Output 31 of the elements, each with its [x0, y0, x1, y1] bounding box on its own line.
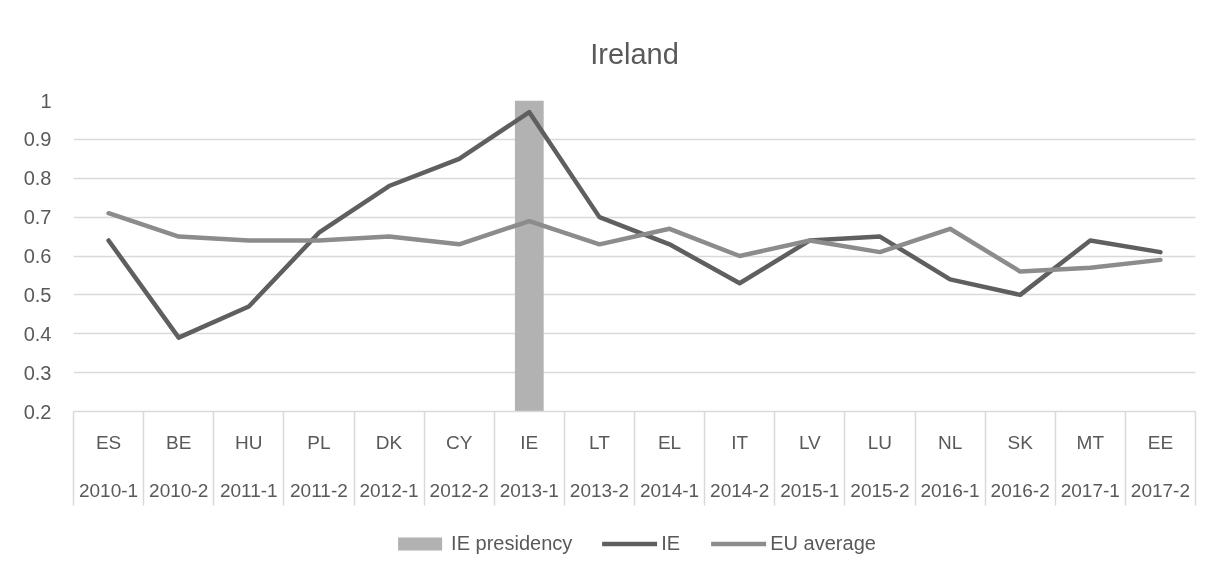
line-series: [106, 109, 1163, 340]
category-label: LU 2015-2: [850, 431, 910, 501]
category-label: IE 2013-1: [499, 431, 559, 501]
category-label: LT 2013-2: [569, 431, 630, 501]
y-tick-label: 0.8: [23, 167, 52, 190]
legend-label: EU average: [770, 531, 876, 555]
category-label: PL 2011-2: [290, 431, 348, 501]
y-tick-label: 0.5: [23, 283, 52, 306]
category-label: CY 2012-2: [429, 431, 489, 501]
category-label: LV 2015-1: [780, 431, 840, 501]
category-label: SK 2016-2: [990, 431, 1050, 501]
category-label: EE 2017-2: [1130, 431, 1191, 501]
category-label: BE 2010-2: [149, 431, 209, 501]
legend-label: IE: [661, 531, 682, 555]
category-label: ES 2010-1: [78, 431, 139, 501]
y-tick-label: 0.9: [23, 128, 52, 151]
category-label: NL 2016-1: [920, 431, 980, 501]
category-label: IT 2014-2: [710, 431, 770, 501]
y-tick-label: 0.4: [23, 322, 52, 345]
chart-title: Ireland: [590, 37, 679, 70]
y-tick-label: 0.6: [23, 245, 52, 267]
line-series: [106, 210, 1163, 274]
legend-label: IE presidency: [451, 531, 573, 555]
category-label: DK 2012-1: [359, 431, 419, 501]
y-tick-label: 0.3: [23, 361, 52, 384]
category-label: MT 2017-1: [1060, 431, 1120, 501]
y-tick-label: 1: [40, 89, 52, 112]
category-label: EL 2014-1: [639, 431, 700, 501]
y-tick-label: 0.7: [23, 206, 52, 229]
category-label: HU 2011-1: [219, 431, 278, 501]
y-tick-label: 0.2: [23, 400, 52, 423]
